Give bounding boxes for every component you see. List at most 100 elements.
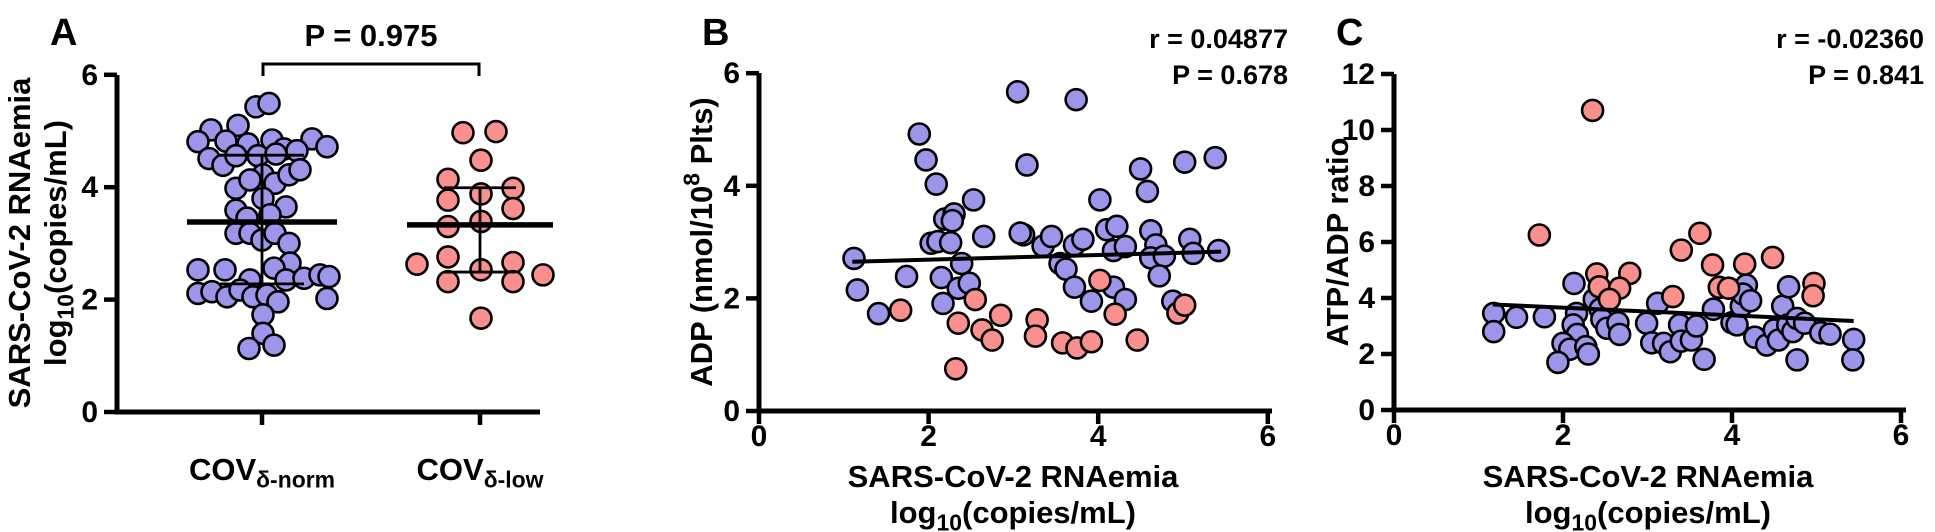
panel-b-data-point	[1172, 150, 1197, 174]
y-tick-label: 0	[723, 395, 740, 428]
panel-b-data-point	[929, 265, 954, 290]
panel-b-data-point	[946, 311, 971, 335]
panel-b-data-point	[907, 122, 932, 146]
panel-c-data-point	[1546, 350, 1570, 375]
panel-a-data-point	[288, 157, 312, 182]
panel-a-data-point	[436, 269, 460, 294]
panel-b-data-point	[1015, 153, 1039, 177]
x-tick-label: 2	[1555, 419, 1572, 452]
y-tick-label: 6	[81, 59, 98, 92]
panel-b-data-point	[1088, 188, 1112, 212]
panel-c-data-point	[1692, 347, 1716, 372]
y-tick-label: 12	[1342, 58, 1375, 91]
panel-c-data-point	[1684, 314, 1709, 338]
panel-a-data-point	[469, 306, 493, 330]
correlation-r-label: r = 0.04877	[1149, 24, 1288, 54]
y-tick-label: 6	[1358, 226, 1375, 259]
panel-a-data-point	[238, 168, 262, 192]
panel-b-data-point	[1103, 302, 1127, 326]
panel-a-data-point	[285, 138, 309, 163]
panel-b-data-point	[914, 148, 938, 172]
panel-c-data-point	[1527, 223, 1552, 247]
x-tick-label: 0	[751, 420, 768, 453]
panel-b-data-point	[961, 188, 986, 212]
panel-b-data-point	[1008, 221, 1032, 245]
panel-b-data-point	[1039, 224, 1064, 249]
x-tick-label: 2	[920, 420, 937, 453]
y-tick-label: 6	[723, 57, 740, 90]
panel-c-data-point	[1801, 283, 1825, 308]
panel-b-data-point	[1071, 227, 1095, 252]
panel-b-x-axis-title: SARS-CoV-2 RNAemia	[848, 459, 1179, 494]
panel-b-data-point	[888, 298, 913, 323]
panel-b-data-point	[842, 246, 866, 271]
panel-b-data-point	[924, 172, 949, 196]
panel-a-data-point	[226, 113, 250, 138]
panel-b-data-point	[940, 208, 965, 233]
panel-b-data-point	[1062, 275, 1087, 299]
panel-b-data-point	[1079, 289, 1104, 314]
group-label: COVδ-norm	[189, 452, 335, 492]
panel-b-data-point	[1023, 324, 1048, 348]
panel-b-data-point	[1005, 79, 1030, 104]
panel-b-data-point	[1147, 264, 1172, 288]
panel-c-data-point	[1738, 288, 1763, 313]
panel-letter-a: A	[50, 12, 77, 54]
y-tick-label: 4	[723, 170, 740, 203]
y-tick-label: 0	[81, 396, 98, 429]
panel-c-data-point	[1504, 305, 1529, 330]
panel-b-data-point	[1079, 329, 1104, 354]
panel-a-data-point	[484, 119, 508, 144]
panel-c-data-point	[1580, 98, 1605, 123]
panel-b-data-point	[1128, 157, 1153, 181]
panel-c-data-point	[1785, 348, 1809, 372]
x-tick-label: 0	[1386, 419, 1403, 452]
x-tick-label: 4	[1090, 420, 1107, 453]
panel-c-data-point	[1700, 253, 1725, 277]
panel-c-x-axis-title-units: log10(copies/mL)	[1525, 495, 1771, 532]
panel-a-data-point	[451, 120, 475, 145]
panel-c-x-axis-title: SARS-CoV-2 RNAemia	[1483, 459, 1814, 494]
panel-c-data-point	[1481, 319, 1506, 344]
panel-a-data-point	[186, 258, 210, 282]
panel-b-data-point	[1064, 87, 1088, 112]
panel-c-data-point	[1634, 311, 1659, 336]
panel-c-data-point	[1576, 342, 1601, 366]
y-tick-label: 4	[81, 171, 98, 204]
panel-a-data-point	[317, 264, 341, 289]
panel-b-data-point	[963, 287, 988, 312]
y-tick-label: 4	[1358, 282, 1375, 315]
panel-b-data-point	[980, 328, 1005, 352]
panel-b-data-point	[931, 291, 955, 316]
panel-a-data-point	[436, 245, 460, 269]
panel-b-data-point	[1125, 328, 1150, 352]
y-tick-label: 2	[81, 284, 98, 317]
panel-b-y-axis-title: ADP (nmol/108 Plts)	[679, 97, 719, 387]
panel-a-y-axis-title: SARS-CoV-2 RNAemia	[2, 77, 37, 408]
panel-c-data-point	[1732, 252, 1757, 276]
y-tick-label: 2	[1358, 338, 1375, 371]
x-tick-label: 6	[1259, 420, 1276, 453]
panel-a-data-point	[405, 252, 429, 276]
panel-b-data-point	[1088, 268, 1112, 293]
x-tick-label: 6	[1893, 419, 1910, 452]
significance-bracket	[261, 62, 481, 76]
panel-b-data-point	[943, 356, 968, 381]
panel-a-data-point	[501, 269, 525, 294]
panel-b-data-point	[988, 303, 1013, 328]
panel-c-data-point	[1760, 245, 1785, 270]
panel-c-data-point	[1688, 221, 1712, 246]
panel-c-data-point	[1607, 322, 1632, 347]
panel-a-data-point	[315, 286, 339, 311]
panel-b-data-point	[845, 278, 870, 302]
panel-a-data-point	[531, 263, 555, 287]
panel-a-data-point	[501, 196, 525, 221]
panel-letter-b: B	[702, 12, 729, 54]
panel-a-data-point	[237, 336, 261, 361]
panel-b-x-axis-title-units: log10(copies/mL)	[890, 495, 1136, 532]
y-tick-label: 8	[1358, 170, 1375, 203]
panel-letter-c: C	[1336, 12, 1363, 54]
panel-c-data-point	[1841, 327, 1866, 352]
group-label: COVδ-low	[417, 452, 544, 492]
x-tick-label: 4	[1724, 419, 1741, 452]
